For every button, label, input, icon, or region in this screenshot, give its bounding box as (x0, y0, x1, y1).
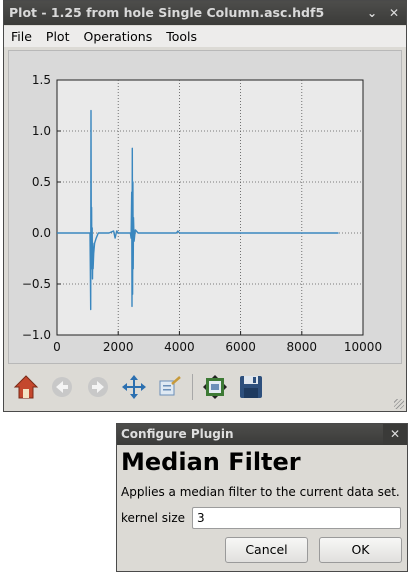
toolbar-separator (192, 374, 193, 400)
y-tick-label: −0.5 (22, 277, 51, 291)
y-tick-label: 0.0 (32, 226, 51, 240)
forward-icon[interactable] (82, 372, 114, 402)
zoom-icon[interactable] (154, 372, 186, 402)
x-tick-label: 4000 (164, 340, 195, 354)
dialog-titlebar[interactable]: Configure Plugin (117, 424, 407, 445)
plot-window-title: Plot - 1.25 from hole Single Column.asc.… (9, 5, 325, 20)
plot-area (56, 79, 364, 336)
x-tick-label: 0 (53, 340, 61, 354)
plot-window: Plot - 1.25 from hole Single Column.asc.… (3, 0, 407, 412)
plot-canvas: 0 2000 4000 6000 8000 10000 −1.0 −0.5 0.0 0.5 1.0… (8, 50, 402, 364)
x-tick-label: 10000 (344, 340, 382, 354)
save-icon[interactable] (235, 372, 267, 402)
menu-plot[interactable]: Plot (45, 29, 70, 44)
configure-plugin-dialog: Configure Plugin ✕ Median Filter Applies… (116, 423, 408, 572)
x-tick-label: 2000 (103, 340, 134, 354)
y-tick-label: −1.0 (22, 328, 51, 342)
line-chart[interactable]: 0 2000 4000 6000 8000 10000 −1.0 −0.5 0.0 0.5 1.0… (9, 51, 401, 363)
plugin-description: Applies a median filter to the current d… (121, 485, 400, 499)
resize-grip[interactable] (394, 399, 404, 409)
minimize-icon[interactable]: ⌄ (366, 6, 378, 20)
close-icon[interactable]: ✕ (388, 6, 400, 20)
ok-button[interactable]: OK (319, 537, 402, 563)
plot-window-titlebar[interactable]: Plot - 1.25 from hole Single Column.asc.… (4, 1, 406, 25)
y-tick-label: 0.5 (32, 175, 51, 189)
back-icon[interactable] (46, 372, 78, 402)
subplots-icon[interactable] (199, 372, 231, 402)
signal-series-line (57, 109, 339, 311)
kernel-size-label: kernel size (121, 511, 186, 525)
plot-toolbar (10, 371, 271, 403)
pan-icon[interactable] (118, 372, 150, 402)
menu-operations[interactable]: Operations (83, 29, 153, 44)
menu-tools[interactable]: Tools (166, 29, 198, 44)
y-tick-label: 1.0 (32, 124, 51, 138)
dialog-title: Configure Plugin (121, 427, 234, 441)
menu-file[interactable]: File (11, 29, 32, 44)
x-tick-label: 8000 (287, 340, 318, 354)
y-tick-label: 1.5 (32, 73, 51, 87)
menu-bar: File Plot Operations Tools (4, 26, 406, 47)
kernel-size-input[interactable] (192, 507, 401, 529)
cancel-button[interactable]: Cancel (225, 537, 308, 563)
dialog-close-icon[interactable]: ✕ (383, 424, 407, 445)
plugin-heading: Median Filter (121, 448, 301, 476)
x-tick-label: 6000 (225, 340, 256, 354)
home-icon[interactable] (10, 372, 42, 402)
